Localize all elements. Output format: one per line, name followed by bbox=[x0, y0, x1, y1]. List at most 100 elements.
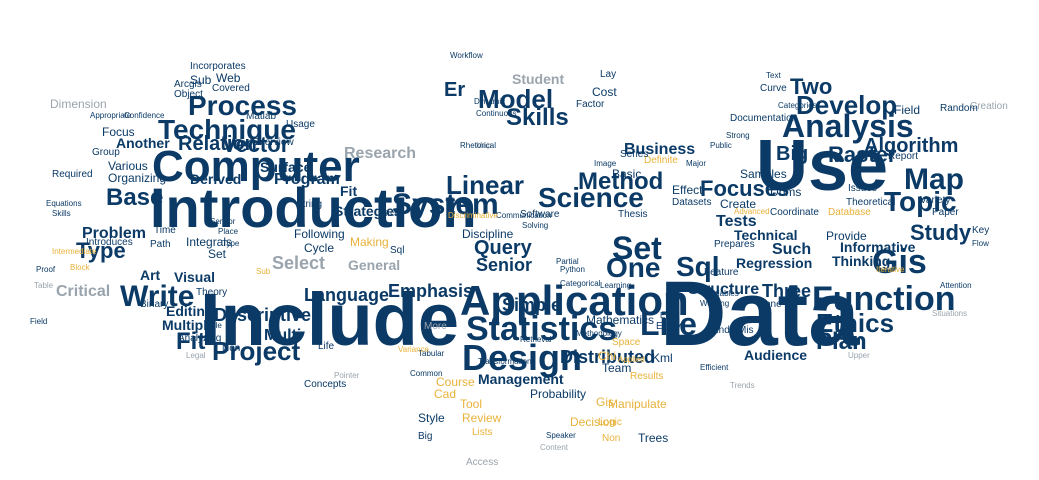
cloud-word: Entity bbox=[656, 321, 682, 332]
cloud-word: Variety bbox=[920, 195, 951, 206]
cloud-word: Ethics bbox=[816, 308, 895, 338]
cloud-word: Method bbox=[578, 168, 664, 195]
cloud-word: Tone bbox=[760, 299, 782, 310]
cloud-word: Sql bbox=[676, 251, 720, 282]
cloud-word: Theoretical bbox=[846, 197, 896, 208]
cloud-word: Process bbox=[188, 90, 297, 121]
cloud-word: Data bbox=[660, 263, 860, 365]
cloud-word: Strategies bbox=[334, 203, 402, 219]
cloud-word: Concepts bbox=[304, 379, 347, 390]
cloud-word: Organizing bbox=[108, 171, 167, 185]
cloud-word: Advanced bbox=[734, 207, 770, 216]
cloud-word: Coordinate bbox=[770, 207, 819, 218]
cloud-word: Provide bbox=[826, 229, 867, 243]
cloud-word: Review bbox=[462, 411, 502, 425]
cloud-word: Science bbox=[538, 182, 644, 213]
cloud-word: Type bbox=[222, 239, 240, 248]
cloud-word: Content bbox=[540, 443, 569, 452]
cloud-word: Program bbox=[274, 171, 340, 188]
cloud-word: Paper bbox=[932, 207, 959, 218]
cloud-word: Communication bbox=[496, 211, 552, 220]
cloud-word: Analysis bbox=[782, 108, 914, 144]
cloud-word: Python bbox=[560, 265, 585, 274]
cloud-word: Distributed bbox=[560, 347, 656, 367]
cloud-word: Use bbox=[756, 126, 889, 206]
cloud-word: Dbms bbox=[770, 185, 802, 199]
cloud-word: Model bbox=[478, 84, 554, 114]
cloud-word: Workflow bbox=[450, 51, 483, 60]
cloud-word: Space bbox=[612, 337, 641, 348]
cloud-word: Regression bbox=[736, 255, 813, 271]
cloud-word: Function bbox=[812, 280, 956, 318]
cloud-word: Software bbox=[520, 209, 560, 220]
cloud-word: Cost bbox=[592, 85, 617, 99]
cloud-word: Non bbox=[602, 433, 621, 444]
cloud-word: Learning bbox=[600, 281, 632, 290]
cloud-word: Path bbox=[150, 239, 171, 250]
cloud-word: Structure bbox=[688, 281, 760, 298]
cloud-word: Pointer bbox=[334, 371, 360, 380]
cloud-word: Equations bbox=[46, 199, 82, 208]
cloud-word: Fit bbox=[176, 328, 206, 355]
cloud-word: Web bbox=[216, 71, 241, 85]
cloud-word: Object bbox=[174, 89, 203, 100]
cloud-word: Language bbox=[304, 285, 390, 305]
cloud-word: Cad bbox=[434, 387, 457, 401]
cloud-word: Efficient bbox=[700, 363, 729, 372]
cloud-word: Such bbox=[772, 241, 812, 258]
cloud-word: Dimension bbox=[50, 97, 107, 111]
cloud-word: Image bbox=[594, 159, 617, 168]
cloud-word: Base bbox=[106, 184, 164, 211]
cloud-word: Introduces bbox=[86, 237, 133, 248]
cloud-word: Create bbox=[720, 197, 757, 211]
cloud-word: Descriptive bbox=[214, 305, 312, 325]
cloud-word: Incorporates bbox=[190, 61, 246, 72]
cloud-word: Mathematics bbox=[586, 313, 655, 327]
cloud-word: Variance bbox=[398, 345, 429, 354]
cloud-word: Binary bbox=[140, 299, 169, 310]
cloud-word: Kml bbox=[652, 351, 673, 365]
cloud-word: Fit bbox=[340, 183, 358, 199]
cloud-word: Field bbox=[30, 317, 48, 326]
cloud-word: Group bbox=[92, 147, 120, 158]
cloud-word: Logic bbox=[598, 417, 622, 428]
cloud-word: Matlab bbox=[246, 111, 277, 122]
cloud-word: Trees bbox=[638, 431, 669, 445]
cloud-word: Another bbox=[116, 135, 170, 151]
cloud-word: Student bbox=[512, 71, 565, 87]
cloud-word: Following bbox=[294, 227, 345, 241]
cloud-word: Theory bbox=[196, 287, 228, 298]
cloud-word: Common bbox=[410, 369, 443, 378]
cloud-word: Working bbox=[700, 299, 730, 308]
cloud-word: Legal bbox=[186, 351, 206, 360]
cloud-word: Design bbox=[462, 337, 583, 378]
cloud-word: Introduction bbox=[150, 176, 477, 239]
cloud-word: Sub bbox=[190, 73, 212, 87]
cloud-word: Er bbox=[444, 79, 466, 101]
cloud-word: Random bbox=[940, 103, 978, 114]
cloud-word: Computer bbox=[152, 142, 360, 191]
cloud-word: Develop bbox=[796, 90, 898, 120]
cloud-word: Entry bbox=[660, 311, 679, 320]
cloud-word: Simple bbox=[502, 295, 562, 315]
cloud-word: Appropriate bbox=[90, 111, 132, 120]
cloud-word: Decision bbox=[570, 415, 617, 429]
cloud-word: Upper bbox=[848, 351, 870, 360]
cloud-word: Place bbox=[218, 227, 239, 236]
cloud-word: Field bbox=[894, 103, 921, 117]
cloud-word: General bbox=[348, 257, 401, 273]
cloud-word: Map bbox=[904, 163, 964, 196]
cloud-word: Probability bbox=[530, 387, 587, 401]
cloud-word: Course bbox=[436, 375, 475, 389]
cloud-word: Block bbox=[70, 263, 90, 272]
cloud-word: Map bbox=[476, 141, 492, 150]
cloud-word: Derived bbox=[190, 171, 242, 187]
cloud-word: Report bbox=[888, 151, 919, 162]
cloud-word: Linear bbox=[446, 170, 525, 200]
cloud-word: Dynamic bbox=[474, 97, 506, 106]
cloud-word: Analyzing bbox=[178, 333, 222, 344]
cloud-word: Partial bbox=[556, 257, 579, 266]
cloud-word: Issues bbox=[848, 183, 877, 194]
cloud-word: Set bbox=[208, 247, 227, 261]
